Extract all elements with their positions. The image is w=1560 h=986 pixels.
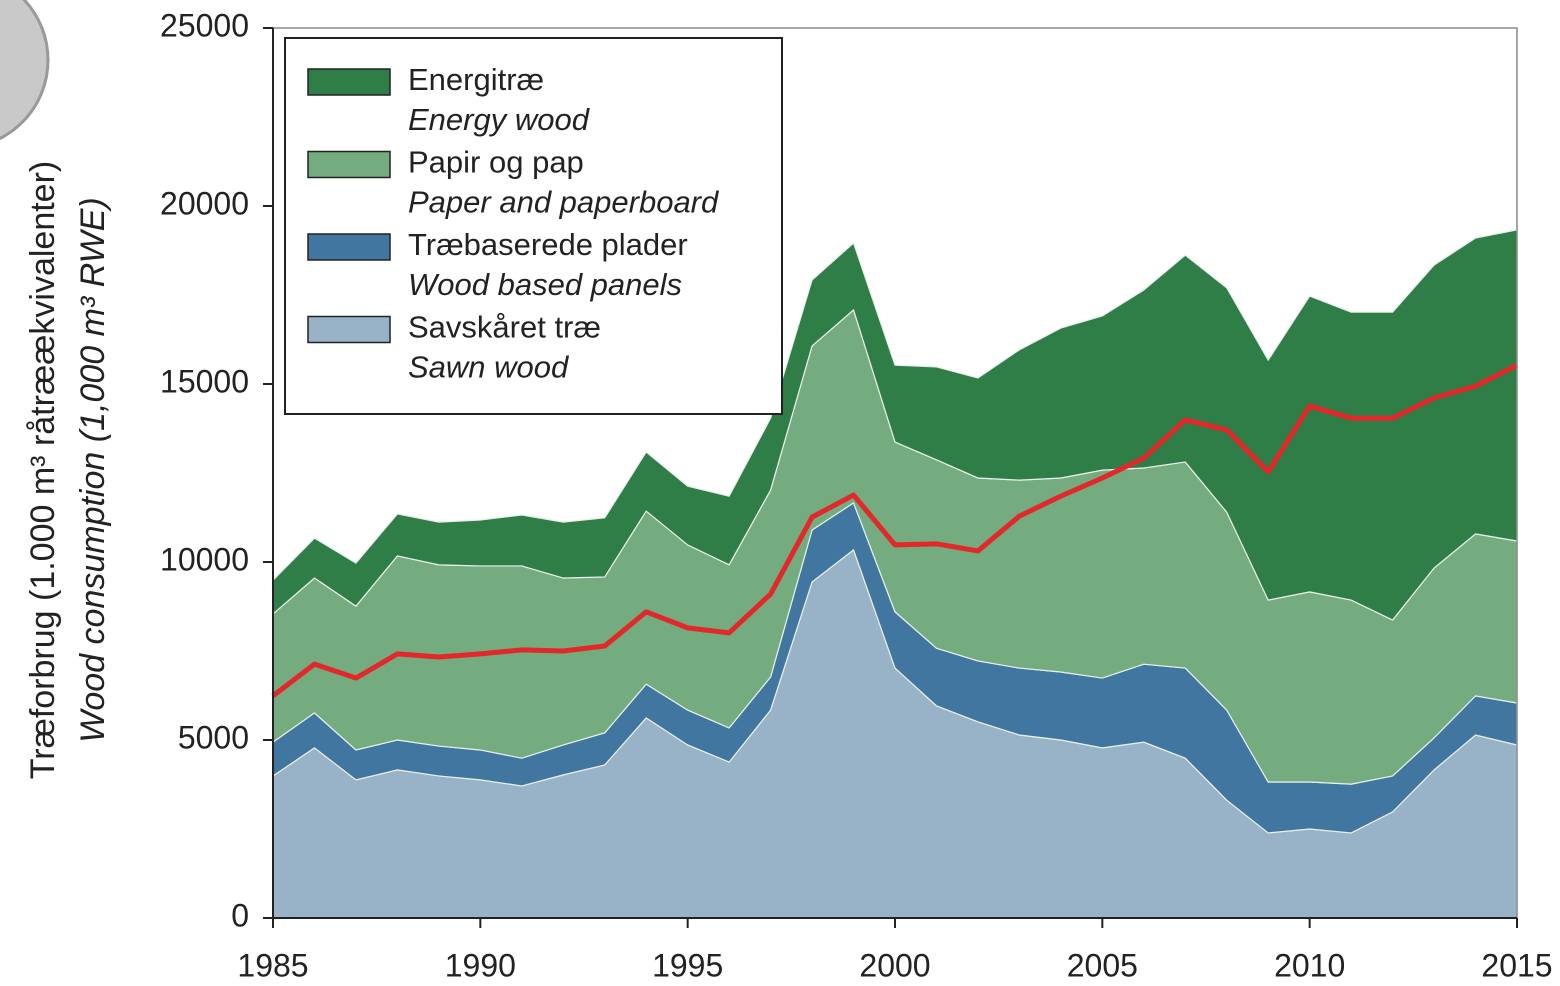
y-axis-label: Træforbrug (1.000 m³ råtræækvivalenter) bbox=[24, 161, 62, 779]
legend-label: Energitræ bbox=[408, 62, 544, 97]
legend-label-en: Paper and paperboard bbox=[408, 185, 720, 220]
legend-swatch bbox=[307, 315, 391, 344]
y-tick-label: 20000 bbox=[160, 185, 249, 221]
y-tick-label: 15000 bbox=[160, 363, 249, 399]
line bbox=[271, 362, 1519, 698]
y-axis-label: Wood consumption (1,000 m³ RWE) bbox=[74, 197, 112, 742]
x-tick-label: 1985 bbox=[237, 947, 308, 983]
legend-swatch bbox=[307, 150, 391, 179]
legend-label-en: Sawn wood bbox=[408, 350, 570, 385]
x-tick-label: 2000 bbox=[859, 947, 930, 983]
y-tick-label: 25000 bbox=[160, 7, 249, 43]
plot-area: 0 5000 10000 15000 20000 25000 1985 1990 1995 200… bbox=[24, 7, 1553, 983]
y-tick-label: 0 bbox=[231, 897, 249, 933]
x-tick-label: 2005 bbox=[1067, 947, 1138, 983]
x-tick-label: 2015 bbox=[1481, 947, 1552, 983]
y-tick-label: 10000 bbox=[160, 541, 249, 577]
legend-swatch bbox=[307, 68, 391, 96]
overlay-circle bbox=[0, 0, 50, 141]
legend-swatch bbox=[307, 233, 391, 261]
legend-label: Savskåret træ bbox=[408, 310, 601, 345]
legend-box bbox=[284, 37, 783, 415]
legend-label-en: Wood based panels bbox=[408, 267, 682, 302]
legend-label: Træbaserede plader bbox=[408, 227, 688, 262]
legend: Energitræ Energy wood Papir og pap Paper an… bbox=[284, 37, 783, 415]
x-tick-label: 1995 bbox=[652, 947, 723, 983]
legend-label: Papir og pap bbox=[408, 145, 584, 180]
x-tick-label: 2010 bbox=[1274, 947, 1345, 983]
y-tick-label: 5000 bbox=[178, 719, 249, 755]
x-tick-label: 1990 bbox=[445, 947, 516, 983]
legend-label-en: Energy wood bbox=[408, 102, 591, 137]
